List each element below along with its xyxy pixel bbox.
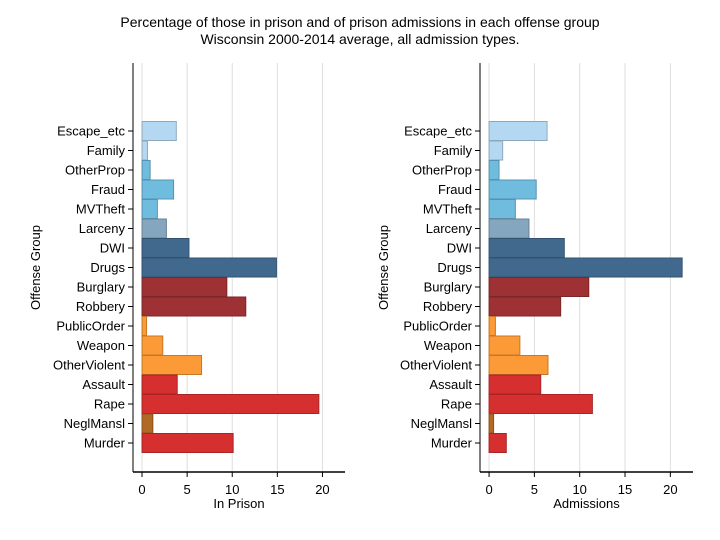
- p0-bar-fraud: [141, 179, 175, 200]
- p0-category-label: Drugs: [90, 260, 125, 275]
- p1-category-label: OtherProp: [412, 163, 472, 178]
- p0-category-label: Escape_etc: [57, 124, 125, 139]
- panel-admissions: Escape_etc Family OtherProp Fraud MVTheft Lar…: [376, 63, 693, 511]
- p1-bar-assault: [488, 374, 542, 395]
- p1-bar-burglary: [488, 277, 590, 297]
- p1-bar-family: [488, 140, 504, 161]
- p1-category-label: PublicOrder: [403, 319, 472, 334]
- p1-bar-murder: [488, 433, 507, 453]
- p1-y-axis-title: Offense Group: [376, 225, 391, 310]
- p0-x-axis-title: In Prison: [213, 496, 264, 511]
- p1-category-label: MVTheft: [423, 202, 473, 217]
- p0-bar-drugs: [141, 257, 277, 278]
- chart-title: Percentage of those in prison and of pri…: [120, 14, 599, 30]
- p1-bar-dwi: [488, 238, 565, 258]
- p1-category-label: Robbery: [423, 299, 473, 314]
- chart-subtitle: Wisconsin 2000-2014 average, all admissi…: [200, 31, 519, 47]
- p1-bar-robbery: [488, 296, 562, 317]
- p0-bar-murder: [141, 433, 234, 453]
- p1-bar-publicorder: [488, 316, 496, 336]
- p0-category-label: OtherProp: [65, 163, 125, 178]
- p0-bar-burglary: [141, 277, 228, 297]
- p0-x-tick-label: 10: [225, 482, 239, 497]
- p1-category-label: Burglary: [424, 280, 473, 295]
- p1-bar-larceny: [488, 218, 530, 239]
- p0-x-tick-label: 5: [184, 482, 191, 497]
- p0-category-label: Robbery: [76, 299, 126, 314]
- p1-x-axis-title: Admissions: [553, 496, 620, 511]
- p1-category-label: Assault: [429, 377, 472, 392]
- p1-bar-drugs: [488, 257, 683, 278]
- p1-x-tick-label: 15: [618, 482, 632, 497]
- p1-bar-otherprop: [488, 160, 500, 180]
- p0-category-label: Burglary: [77, 280, 126, 295]
- p1-bar-rape: [488, 394, 593, 414]
- p0-category-label: Rape: [94, 397, 125, 412]
- p0-category-label: OtherViolent: [53, 358, 125, 373]
- p0-category-label: PublicOrder: [56, 319, 125, 334]
- p1-bar-weapon: [488, 335, 521, 356]
- p0-bar-weapon: [141, 335, 164, 356]
- p1-x-tick-label: 5: [531, 482, 538, 497]
- p1-bar-otherviolent: [488, 355, 549, 375]
- p0-category-label: Fraud: [91, 182, 125, 197]
- p1-category-label: Fraud: [438, 182, 472, 197]
- p0-bar-larceny: [141, 218, 167, 239]
- p0-category-label: Murder: [84, 436, 126, 451]
- p1-category-label: Weapon: [424, 338, 472, 353]
- p1-x-tick-label: 10: [572, 482, 586, 497]
- p1-category-label: Family: [434, 143, 473, 158]
- p0-bar-neglmansl: [141, 413, 154, 434]
- p0-bar-otherviolent: [141, 355, 203, 375]
- p0-x-tick-label: 20: [315, 482, 329, 497]
- p1-bar-mvtheft: [488, 199, 516, 219]
- p0-bar-dwi: [141, 238, 190, 258]
- p1-category-label: DWI: [447, 241, 472, 256]
- p1-category-label: Rape: [441, 397, 472, 412]
- p1-category-label: Larceny: [426, 221, 473, 236]
- p1-category-label: Escape_etc: [404, 124, 472, 139]
- p1-bar-escape_etc: [488, 121, 548, 141]
- p0-x-tick-label: 15: [270, 482, 284, 497]
- p1-category-label: NeglMansl: [411, 416, 473, 431]
- p0-bar-robbery: [141, 296, 247, 317]
- p1-bar-neglmansl: [488, 413, 495, 434]
- p1-x-tick-label: 0: [485, 482, 492, 497]
- p0-category-label: Larceny: [79, 221, 126, 236]
- panel-in-prison: Escape_etc Family OtherProp Fraud MVTheft Lar…: [28, 63, 345, 511]
- p0-category-label: DWI: [100, 241, 125, 256]
- p0-category-label: NeglMansl: [64, 416, 126, 431]
- p1-category-label: Murder: [431, 436, 473, 451]
- p1-x-tick-label: 20: [663, 482, 677, 497]
- p1-category-label: Drugs: [437, 260, 472, 275]
- p0-category-label: Weapon: [77, 338, 125, 353]
- p0-category-label: MVTheft: [76, 202, 126, 217]
- p0-y-axis-title: Offense Group: [28, 225, 43, 310]
- p0-x-tick-label: 0: [138, 482, 145, 497]
- p0-bar-escape_etc: [141, 121, 177, 141]
- p0-category-label: Assault: [82, 377, 125, 392]
- p1-category-label: OtherViolent: [400, 358, 472, 373]
- p0-bar-assault: [141, 374, 178, 395]
- p0-bar-mvtheft: [141, 199, 158, 219]
- p0-bar-family: [141, 140, 148, 161]
- p0-bar-publicorder: [141, 316, 148, 336]
- p0-bar-rape: [141, 394, 320, 414]
- p1-bar-fraud: [488, 179, 537, 200]
- p0-bar-otherprop: [141, 160, 151, 180]
- p0-category-label: Family: [87, 143, 126, 158]
